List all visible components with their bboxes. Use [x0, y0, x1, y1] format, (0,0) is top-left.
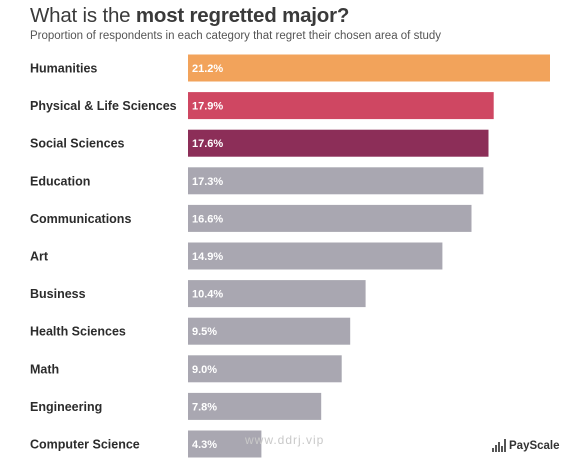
category-label: Social Sciences — [30, 137, 125, 151]
bar-health-sciences — [188, 317, 351, 345]
category-label: Health Sciences — [30, 325, 126, 339]
category-label: Education — [30, 174, 90, 188]
category-label: Math — [30, 362, 59, 376]
category-label: Computer Science — [30, 438, 140, 452]
chart-subtitle: Proportion of respondents in each catego… — [30, 30, 442, 42]
category-label: Business — [30, 287, 86, 301]
bar-art — [188, 242, 443, 270]
value-label: 9.5% — [192, 326, 217, 338]
bar-physical-life-sciences — [188, 92, 494, 120]
value-label: 21.2% — [192, 63, 223, 75]
bar-computer-science — [188, 430, 262, 458]
category-label: Art — [30, 250, 49, 264]
value-label: 10.4% — [192, 289, 223, 301]
watermark: www.ddrj.vip — [245, 433, 325, 447]
value-label: 14.9% — [192, 251, 223, 263]
bars-logo-icon — [492, 436, 506, 452]
category-label: Communications — [30, 212, 131, 226]
value-label: 16.6% — [192, 213, 223, 225]
logo-text: PayScale — [509, 440, 560, 452]
title-emphasis: most regretted major? — [135, 4, 350, 27]
value-label: 17.9% — [192, 101, 223, 113]
value-label: 17.6% — [192, 138, 223, 150]
chart-title: What is the most regretted major? — [30, 4, 349, 28]
bar-communications — [188, 204, 472, 232]
bar-engineering — [188, 392, 322, 420]
title-prefix: What is the — [30, 4, 136, 27]
value-label: 7.8% — [192, 401, 217, 413]
bar-social-sciences — [188, 129, 489, 157]
value-label: 17.3% — [192, 176, 223, 188]
bar-education — [188, 167, 484, 195]
category-label: Humanities — [30, 62, 97, 76]
bar-math — [188, 355, 342, 383]
value-label: 4.3% — [192, 439, 217, 451]
bar-humanities — [188, 54, 550, 82]
value-label: 9.0% — [192, 364, 217, 376]
payscale-logo: PayScale — [492, 436, 560, 452]
bar-business — [188, 280, 366, 308]
category-label: Physical & Life Sciences — [30, 99, 177, 113]
category-label: Engineering — [30, 400, 102, 414]
